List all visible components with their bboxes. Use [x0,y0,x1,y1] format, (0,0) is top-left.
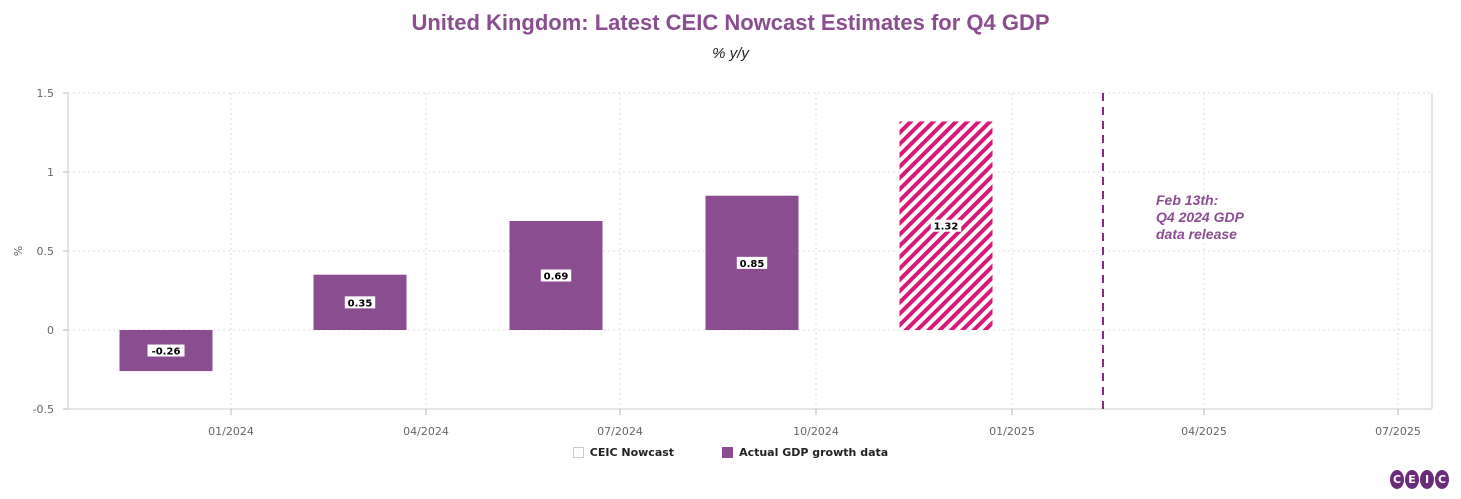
chart-legend: CEIC Nowcast Actual GDP growth data [0,446,1461,459]
data-label-bg [540,269,572,282]
data-label: 0.85 [740,259,765,270]
chart-title: United Kingdom: Latest CEIC Nowcast Esti… [411,10,1050,35]
data-label-bg [147,344,185,357]
x-tick-label: 04/2024 [403,425,449,438]
y-tick-label: 0 [47,324,54,337]
annotation-line-1: Feb 13th: [1156,192,1219,208]
logo-letter: C [1435,470,1449,489]
data-label-bg [930,219,962,232]
annotation-line-3: data release [1156,226,1237,242]
legend-item-actual[interactable]: Actual GDP growth data [722,446,888,459]
logo-letter: I [1420,470,1434,489]
legend-item-nowcast[interactable]: CEIC Nowcast [572,446,675,459]
ceic-logo: C E I C [1390,470,1449,489]
data-label-bg [736,256,768,269]
annotation-line-2: Q4 2024 GDP [1156,209,1244,225]
x-tick-label: 04/2025 [1181,425,1227,438]
y-tick-label: 1.5 [37,87,55,100]
legend-swatch-nowcast [572,447,584,458]
chart-subtitle: % y/y [712,45,749,62]
logo-letter: E [1405,470,1419,489]
release-annotation: Feb 13th: Q4 2024 GDP data release [1156,192,1244,243]
x-tick-label: 07/2025 [1375,425,1421,438]
y-tick-label: 0.5 [37,245,55,258]
x-tick-label: 01/2024 [208,425,254,438]
y-tick-label: 1 [47,166,54,179]
y-tick-label: -0.5 [33,403,54,416]
data-label-bg [344,296,376,309]
x-tick-label: 10/2024 [793,425,839,438]
data-label: 1.32 [934,222,959,233]
x-tick-label: 01/2025 [989,425,1035,438]
x-tick-label: 07/2024 [597,425,643,438]
legend-swatch-actual [722,447,734,458]
legend-label-nowcast: CEIC Nowcast [589,446,675,459]
data-label: 0.35 [348,298,373,309]
logo-letter: C [1390,470,1404,489]
data-label: 0.69 [544,271,569,282]
y-axis-title: % [12,246,25,256]
legend-label-actual: Actual GDP growth data [739,446,889,459]
data-label: -0.26 [152,347,181,358]
